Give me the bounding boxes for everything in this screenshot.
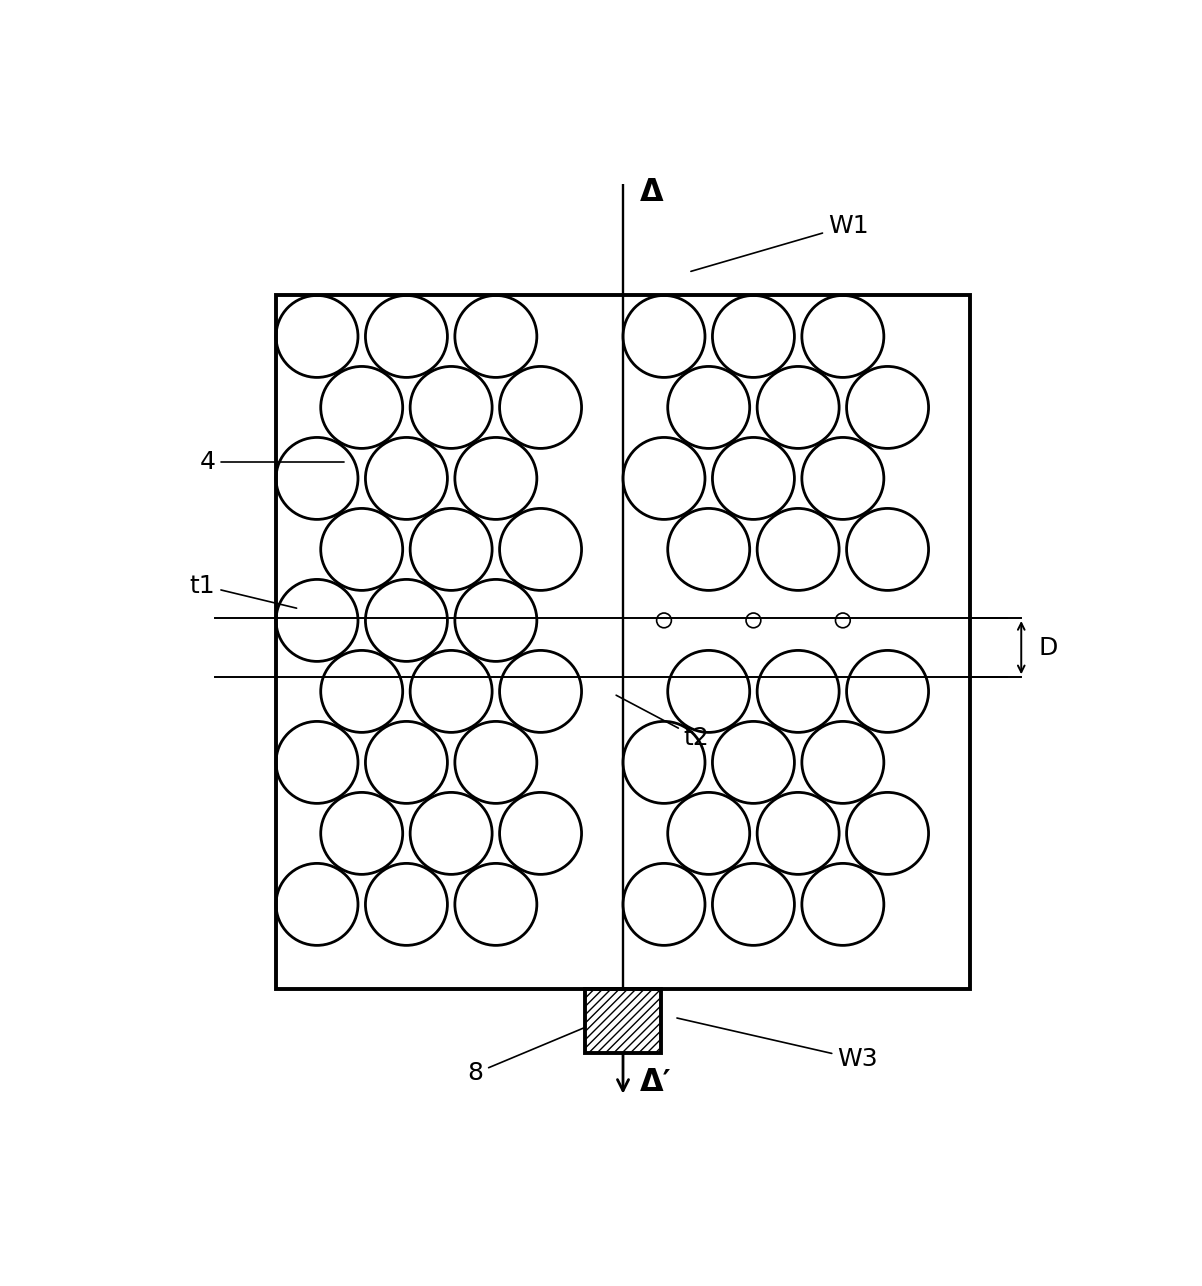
Text: t1: t1 xyxy=(190,574,297,608)
Text: W1: W1 xyxy=(691,213,869,271)
Text: 8: 8 xyxy=(468,1022,597,1085)
Text: 4: 4 xyxy=(200,450,344,475)
Bar xyxy=(276,296,970,989)
Text: Δ: Δ xyxy=(639,179,664,207)
Bar xyxy=(585,989,661,1053)
Text: W3: W3 xyxy=(677,1019,877,1071)
Text: D: D xyxy=(1039,635,1058,660)
Text: t2: t2 xyxy=(617,696,709,750)
Text: Δ′: Δ′ xyxy=(639,1069,672,1097)
